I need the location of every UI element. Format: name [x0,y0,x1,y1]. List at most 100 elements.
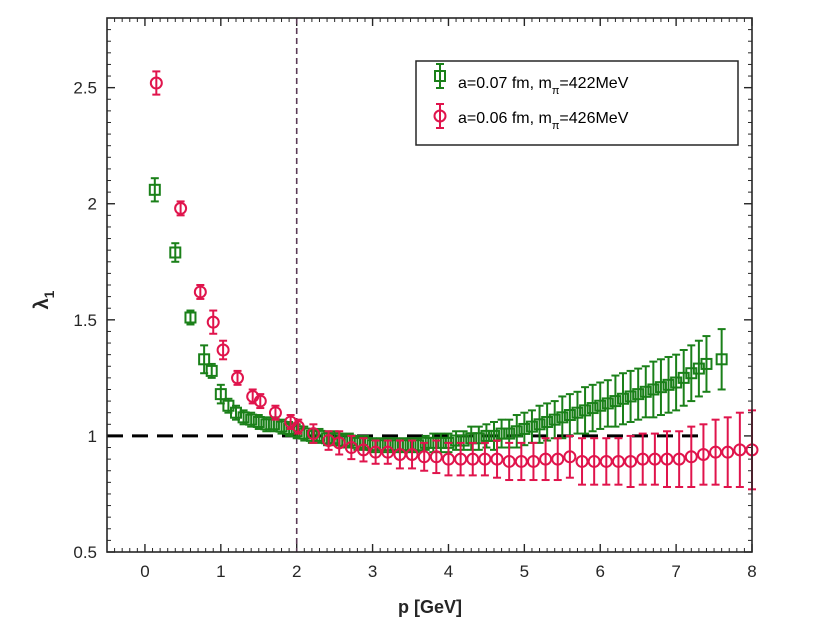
green-point [639,385,652,398]
red-point [709,445,723,459]
red-point [599,454,613,468]
red-point [696,447,710,461]
red-point [636,452,650,466]
reference-lines [107,18,699,552]
green-point [571,406,584,419]
x-tick-label: 2 [292,562,301,581]
green-point [480,429,493,442]
red-point [587,454,601,468]
green-point [594,399,607,412]
red-point [721,445,735,459]
red-point [291,420,305,434]
green-point [184,311,197,324]
red-point [216,343,230,357]
red-point [684,450,698,464]
legend-label-red-sub: π [552,120,560,132]
red-point [306,427,320,441]
green-point [169,246,182,259]
green-point [700,357,713,370]
y-axis-title: λ1 [31,290,57,309]
red-point [660,452,674,466]
red-point [490,452,504,466]
svg-text:λ1: λ1 [31,290,57,309]
green-point [412,439,425,452]
y-tick-label: 0.5 [73,543,97,562]
green-point [579,404,592,417]
red-point [231,371,245,385]
x-tick-label: 7 [671,562,680,581]
x-tick-label: 0 [140,562,149,581]
green-point [321,432,334,445]
series-red [149,70,759,491]
green-point [503,427,516,440]
red-point [369,445,383,459]
red-point [206,315,220,329]
green-point [556,411,569,424]
red-point [381,445,395,459]
green-point [148,183,161,196]
red-point [405,447,419,461]
red-point [539,452,553,466]
green-point [495,427,508,440]
red-point [575,454,589,468]
x-tick-label: 6 [596,562,605,581]
red-point [514,454,528,468]
green-point [563,409,576,422]
green-point [533,418,546,431]
x-tick-label: 5 [520,562,529,581]
red-point [466,452,480,466]
x-tick-label: 3 [368,562,377,581]
green-point [305,429,318,442]
green-point [336,434,349,447]
green-point [252,415,265,428]
red-point [417,450,431,464]
green-point [450,434,463,447]
series-green [148,177,728,454]
legend-box [415,60,739,146]
plot-frame [106,17,753,553]
green-point [586,402,599,415]
green-point [609,395,622,408]
red-point [733,443,747,457]
legend: a=0.07 fm, mπ=422MeV a=0.06 fm, mπ=426Me… [415,60,739,146]
red-point [478,452,492,466]
green-point [525,420,538,433]
legend-label-red-prefix: a=0.06 fm, m [458,110,552,127]
red-point [563,450,577,464]
legend-label-red: a=0.06 fm, mπ=426MeV [458,110,629,132]
green-point [245,413,258,426]
legend-marker-symbol [434,70,446,82]
green-point [457,434,470,447]
x-tick-label: 8 [747,562,756,581]
y-tick-label: 1 [88,427,97,446]
green-point [518,422,531,435]
green-point [662,378,675,391]
legend-label-green-sub: π [552,85,560,97]
red-point [648,452,662,466]
red-point [193,285,207,299]
y-tick-label: 1.5 [73,311,97,330]
red-point [344,441,358,455]
green-point [214,388,227,401]
x-tick-label: 4 [444,562,453,581]
green-point [510,425,523,438]
green-point [472,432,485,445]
red-point [174,201,188,215]
y-axis-subscript: 1 [41,290,57,298]
red-point [526,454,540,468]
green-point [548,413,561,426]
red-point [149,76,163,90]
red-point [268,406,282,420]
red-point [393,447,407,461]
tick-labels: 0 1 2 3 4 5 6 7 8 0.5 1 1.5 2 2.5 [73,79,756,581]
legend-marker-green [434,63,446,89]
legend-marker-red [433,103,447,129]
green-point [541,415,554,428]
red-point [672,452,686,466]
green-point [237,411,250,424]
green-point [205,364,218,377]
y-tick-label: 2.5 [73,79,97,98]
x-tick-label: 1 [216,562,225,581]
red-point [624,454,638,468]
